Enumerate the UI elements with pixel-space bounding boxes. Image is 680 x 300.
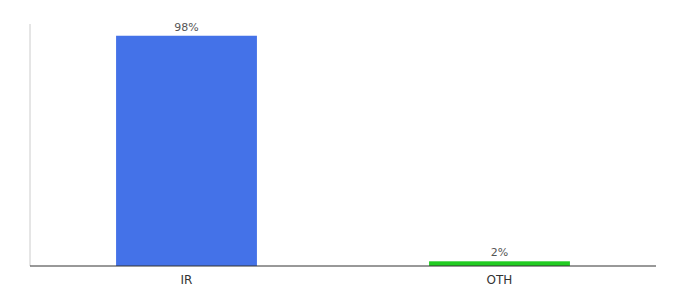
chart-container: IR OTH 98% 2% [0, 0, 680, 300]
bar [429, 261, 570, 266]
x-tick-label: OTH [487, 273, 513, 287]
data-label: 2% [491, 246, 508, 259]
x-axis-line [30, 266, 656, 267]
bars [116, 36, 570, 266]
x-tick-label: IR [181, 273, 193, 287]
chart: IR OTH 98% 2% [0, 0, 680, 300]
bar [116, 36, 257, 266]
y-axis-line [30, 24, 31, 266]
data-label: 98% [174, 21, 198, 34]
